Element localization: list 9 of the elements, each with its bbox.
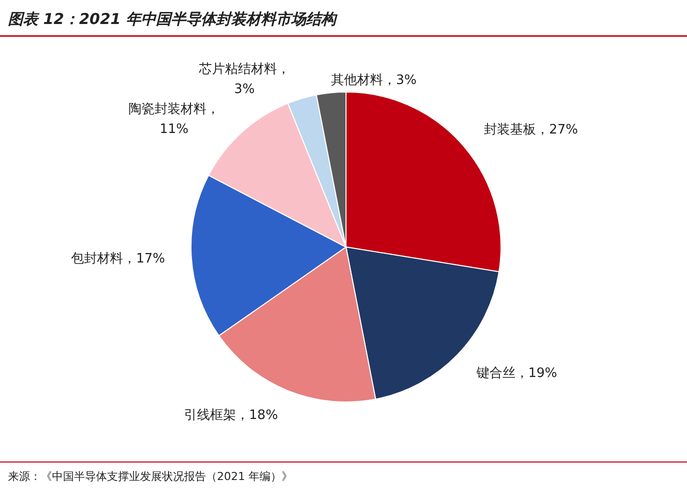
chart-title: 图表 12：2021 年中国半导体封装材料市场结构: [8, 10, 338, 28]
slice-label: 芯片粘结材料，3%: [198, 62, 290, 98]
slice-label: 键合丝，19%: [475, 366, 558, 382]
slice-label: 封装基板，27%: [484, 122, 578, 138]
slice-label: 引线框架，18%: [184, 408, 278, 424]
slice-label: 包封材料，17%: [71, 252, 166, 267]
source-note: 来源：《中国半导体支撑业发展状况报告（2021 年编）》: [8, 470, 292, 483]
slice-label: 其他材料，3%: [331, 73, 417, 88]
slice-label: 陶瓷封装材料，11%: [128, 102, 220, 137]
